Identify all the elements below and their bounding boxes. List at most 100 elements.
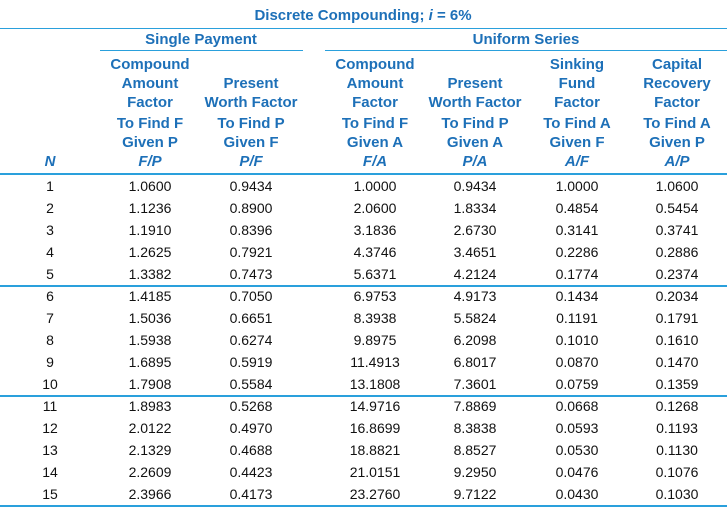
rule [0,285,727,287]
factor-cell: 1.0000 [555,178,599,194]
rule [0,505,727,507]
factor-cell: 2.6730 [453,222,497,238]
title-variable: i [428,7,433,24]
period-cell: 9 [46,354,54,370]
factor-symbol: F/A [362,153,388,170]
title-text: = 6% [432,7,472,24]
factor-cell: 9.8975 [353,332,397,348]
factor-cell: 1.7908 [128,376,172,392]
column-name: Amount [121,75,179,92]
column-name: Sinking [549,56,605,73]
factor-cell: 0.1076 [655,464,699,480]
factor-cell: 1.3382 [128,266,172,282]
factor-cell: 7.8869 [453,398,497,414]
period-cell: 5 [46,266,54,282]
factor-cell: 0.7050 [229,288,273,304]
factor-cell: 23.2760 [349,486,401,502]
factor-cell: 0.9434 [453,178,497,194]
factor-cell: 1.1910 [128,222,172,238]
factor-cell: 0.1010 [555,332,599,348]
factor-cell: 1.0600 [128,178,172,194]
factor-cell: 0.9434 [229,178,273,194]
factor-cell: 1.0600 [655,178,699,194]
factor-cell: 0.1791 [655,310,699,326]
factor-symbol: P/A [462,153,488,170]
factor-symbol: P/F [239,153,263,170]
factor-cell: 5.6371 [353,266,397,282]
factor-cell: 0.8396 [229,222,273,238]
find-label: To Find P [441,115,509,132]
factor-cell: 0.4854 [555,200,599,216]
factor-cell: 0.1434 [555,288,599,304]
rule [325,50,727,51]
factor-cell: 0.0530 [555,442,599,458]
factor-cell: 0.8900 [229,200,273,216]
given-label: Given A [346,134,404,151]
factor-cell: 1.2625 [128,244,172,260]
period-cell: 3 [46,222,54,238]
factor-cell: 18.8821 [349,442,401,458]
factor-cell: 0.4423 [229,464,273,480]
period-cell: 2 [46,200,54,216]
factor-cell: 0.7473 [229,266,273,282]
period-cell: 11 [42,398,58,414]
column-name: Factor [352,94,398,111]
factor-cell: 0.0870 [555,354,599,370]
column-name: Capital [651,56,703,73]
factor-cell: 0.1130 [656,442,698,458]
factor-cell: 0.0430 [555,486,599,502]
rule [0,395,727,397]
factor-cell: 0.2374 [655,266,699,282]
period-cell: 13 [42,442,58,458]
factor-cell: 0.1470 [655,354,699,370]
factor-cell: 1.8983 [128,398,172,414]
title-text: Discrete Compounding; [254,7,429,24]
factor-cell: 6.8017 [453,354,497,370]
factor-cell: 2.1329 [128,442,172,458]
factor-symbol: A/P [664,153,690,170]
given-label: Given P [649,134,705,151]
factor-cell: 6.2098 [453,332,497,348]
factor-cell: 16.8699 [349,420,401,436]
table-title: Discrete Compounding; i = 6% [254,6,471,26]
given-label: Given A [446,134,504,151]
factor-cell: 1.8334 [453,200,497,216]
factor-cell: 0.0593 [555,420,599,436]
period-cell: 7 [46,310,54,326]
factor-cell: 7.3601 [453,376,497,392]
n-header: N [44,153,56,170]
period-cell: 6 [46,288,54,304]
factor-cell: 2.0600 [353,200,397,216]
period-cell: 12 [42,420,58,436]
period-cell: 14 [42,464,58,480]
factor-cell: 0.1774 [555,266,599,282]
period-cell: 8 [46,332,54,348]
rule [0,173,727,175]
factor-cell: 5.5824 [453,310,497,326]
factor-cell: 0.1193 [656,420,698,436]
factor-cell: 11.4913 [350,354,400,370]
factor-cell: 0.4970 [229,420,273,436]
period-cell: 15 [42,486,58,502]
factor-cell: 21.0151 [349,464,401,480]
factor-cell: 0.5268 [229,398,273,414]
column-name: Present [447,75,503,92]
find-label: To Find F [341,115,409,132]
column-name: Worth Factor [204,94,298,111]
factor-cell: 0.5584 [229,376,273,392]
factor-cell: 1.0000 [353,178,397,194]
factor-cell: 8.8527 [453,442,497,458]
column-name: Fund [558,75,596,92]
column-name: Factor [127,94,173,111]
column-name: Present [223,75,279,92]
rule [0,28,727,29]
column-name: Factor [654,94,700,111]
factor-cell: 9.2950 [453,464,497,480]
find-label: To Find A [543,115,611,132]
factor-cell: 0.1030 [655,486,699,502]
period-cell: 10 [42,376,58,392]
column-name: Worth Factor [428,94,522,111]
factor-cell: 0.0668 [555,398,599,414]
factor-cell: 4.3746 [353,244,397,260]
factor-cell: 0.4173 [229,486,273,502]
